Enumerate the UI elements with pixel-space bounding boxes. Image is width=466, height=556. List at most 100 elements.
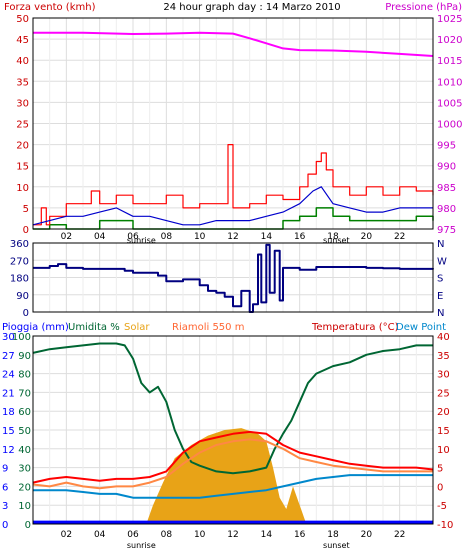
pressure-tick-label: 1015 <box>437 56 462 67</box>
temperature-line <box>32 430 434 484</box>
x-tick-label: 22 <box>394 232 405 242</box>
wind-tick-label: 0 <box>23 225 29 236</box>
humidity-label: Umidita % <box>68 322 120 333</box>
wind-direction-line <box>33 243 434 313</box>
x-tick-label: 16 <box>294 530 306 540</box>
temperature-tick-label: 35 <box>437 351 450 362</box>
pressure-tick-label: 985 <box>437 183 456 194</box>
humidity-tick-label: 70 <box>18 388 31 399</box>
temperature-tick-label: 10 <box>437 445 450 456</box>
pressure-tick-label: 1005 <box>437 98 462 109</box>
marker-label-sunrise: sunrise <box>127 236 156 245</box>
x-tick-label: 10 <box>194 530 206 540</box>
wind-gust-line <box>33 144 434 226</box>
rain-tick-label: 0 <box>2 520 8 531</box>
x-tick-label: 14 <box>261 232 273 242</box>
wind-tick-label: 5 <box>23 204 29 215</box>
direction-panel-frame <box>32 242 434 313</box>
temperature-tick-label: 25 <box>437 388 450 399</box>
x-tick-label: 12 <box>227 232 238 242</box>
humidity-tick-label: 80 <box>18 370 31 381</box>
rain-tick-label: 9 <box>2 464 8 475</box>
wind-axis-label: Forza vento (kmh) <box>4 2 96 13</box>
compass-tick-label: E <box>437 291 443 302</box>
compass-tick-label: W <box>437 256 447 267</box>
humidity-tick-label: 40 <box>18 445 31 456</box>
temperature-tick-label: 40 <box>437 332 450 343</box>
wind-tick-label: 20 <box>16 141 29 152</box>
rain-tick-label: 15 <box>2 426 15 437</box>
temperature-tick-label: 0 <box>437 482 443 493</box>
temperature-tick-label: -5 <box>437 501 447 512</box>
rain-tick-label: 27 <box>2 351 15 362</box>
temperature-tick-label: 30 <box>437 370 450 381</box>
x-tick-label: 10 <box>194 232 206 242</box>
x-tick-label: 14 <box>261 530 273 540</box>
compass-tick-label: N <box>437 239 444 250</box>
wind-tick-label: 30 <box>16 98 29 109</box>
x-tick-label: 20 <box>361 232 373 242</box>
rain-tick-label: 6 <box>2 482 8 493</box>
wind-chill-line <box>32 438 433 490</box>
rain-tick-label: 30 <box>2 332 15 343</box>
rain-tick-label: 18 <box>2 407 15 418</box>
direction-tick-label: 270 <box>10 256 29 267</box>
rain-tick-label: 12 <box>2 445 15 456</box>
direction-tick-label: 90 <box>16 291 29 302</box>
pressure-tick-label: 1025 <box>437 14 462 25</box>
humidity-tick-label: 20 <box>18 482 31 493</box>
compass-tick-label: N <box>437 308 444 319</box>
graph-title: 24 hour graph day : 14 Marzo 2010 <box>163 2 340 13</box>
pressure-tick-label: 1020 <box>437 35 462 46</box>
x-tick-label: 08 <box>161 232 173 242</box>
pressure-tick-label: 975 <box>437 225 456 236</box>
x-tick-label: 06 <box>127 232 139 242</box>
temperature-tick-label: 15 <box>437 426 450 437</box>
chart-panels: 0510152025303540455097598098599099510001… <box>2 14 462 550</box>
temp-panel-frame <box>32 335 434 525</box>
humidity-tick-label: 60 <box>18 407 31 418</box>
temperature-tick-label: 20 <box>437 407 450 418</box>
pressure-axis-label: Pressione (hPa) <box>385 2 462 13</box>
rain-tick-label: 3 <box>2 501 8 512</box>
x-tick-label: 16 <box>294 232 306 242</box>
wind-tick-label: 15 <box>16 162 29 173</box>
x-tick-label: 02 <box>61 530 72 540</box>
humidity-tick-label: 30 <box>18 464 31 475</box>
x-tick-label: 02 <box>61 232 72 242</box>
humidity-tick-label: 0 <box>25 520 31 531</box>
x-tick-label: 20 <box>361 530 373 540</box>
humidity-tick-label: 100 <box>12 332 31 343</box>
pressure-tick-label: 995 <box>437 141 456 152</box>
pressure-tick-label: 990 <box>437 162 456 173</box>
wind-tick-label: 45 <box>16 35 29 46</box>
pressure-tick-label: 980 <box>437 204 456 215</box>
temperature-tick-label: 5 <box>437 464 443 475</box>
humidity-tick-label: 50 <box>18 426 31 437</box>
rain-label: Pioggia (mm) <box>2 322 69 333</box>
wind-chill-label: Riamoli 550 m <box>172 322 244 333</box>
wind-panel-frame <box>32 17 434 230</box>
solar-area <box>33 428 433 524</box>
wind-tick-label: 10 <box>16 183 29 194</box>
temperature-tick-label: -10 <box>437 520 453 531</box>
pressure-line <box>33 31 434 57</box>
humidity-tick-label: 90 <box>18 351 31 362</box>
wind-tick-label: 50 <box>16 14 29 25</box>
x-tick-label: 22 <box>394 530 405 540</box>
marker-label-sunrise: sunrise <box>127 541 156 550</box>
wind-tick-label: 25 <box>16 120 29 131</box>
pressure-tick-label: 1010 <box>437 77 462 88</box>
x-tick-label: 08 <box>161 530 173 540</box>
x-tick-label: 12 <box>227 530 238 540</box>
pressure-tick-label: 1000 <box>437 120 462 131</box>
direction-tick-label: 180 <box>10 274 29 285</box>
temperature-label: Temperatura (°C) <box>311 322 399 333</box>
humidity-line <box>32 342 433 475</box>
wind-avg-line <box>32 186 433 226</box>
x-tick-label: 18 <box>327 232 339 242</box>
rain-tick-label: 24 <box>2 370 15 381</box>
rain-tick-label: 21 <box>2 388 15 399</box>
dew-point-line <box>33 474 433 499</box>
